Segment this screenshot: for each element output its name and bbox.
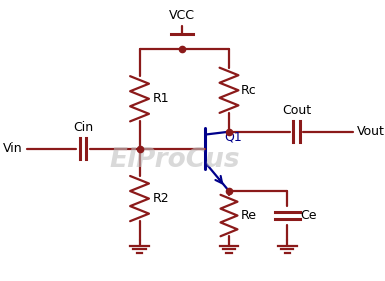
Text: Re: Re (240, 209, 256, 222)
Text: Cout: Cout (282, 104, 311, 117)
Text: ElProCus: ElProCus (109, 147, 240, 173)
Text: Vin: Vin (3, 142, 23, 155)
Text: Rc: Rc (240, 84, 256, 97)
Text: Ce: Ce (301, 209, 317, 222)
Text: Vout: Vout (357, 125, 385, 138)
Text: R1: R1 (153, 92, 169, 105)
Text: Q1: Q1 (224, 131, 242, 144)
Text: Cin: Cin (73, 121, 93, 133)
Text: VCC: VCC (169, 10, 195, 22)
Text: R2: R2 (153, 192, 169, 205)
